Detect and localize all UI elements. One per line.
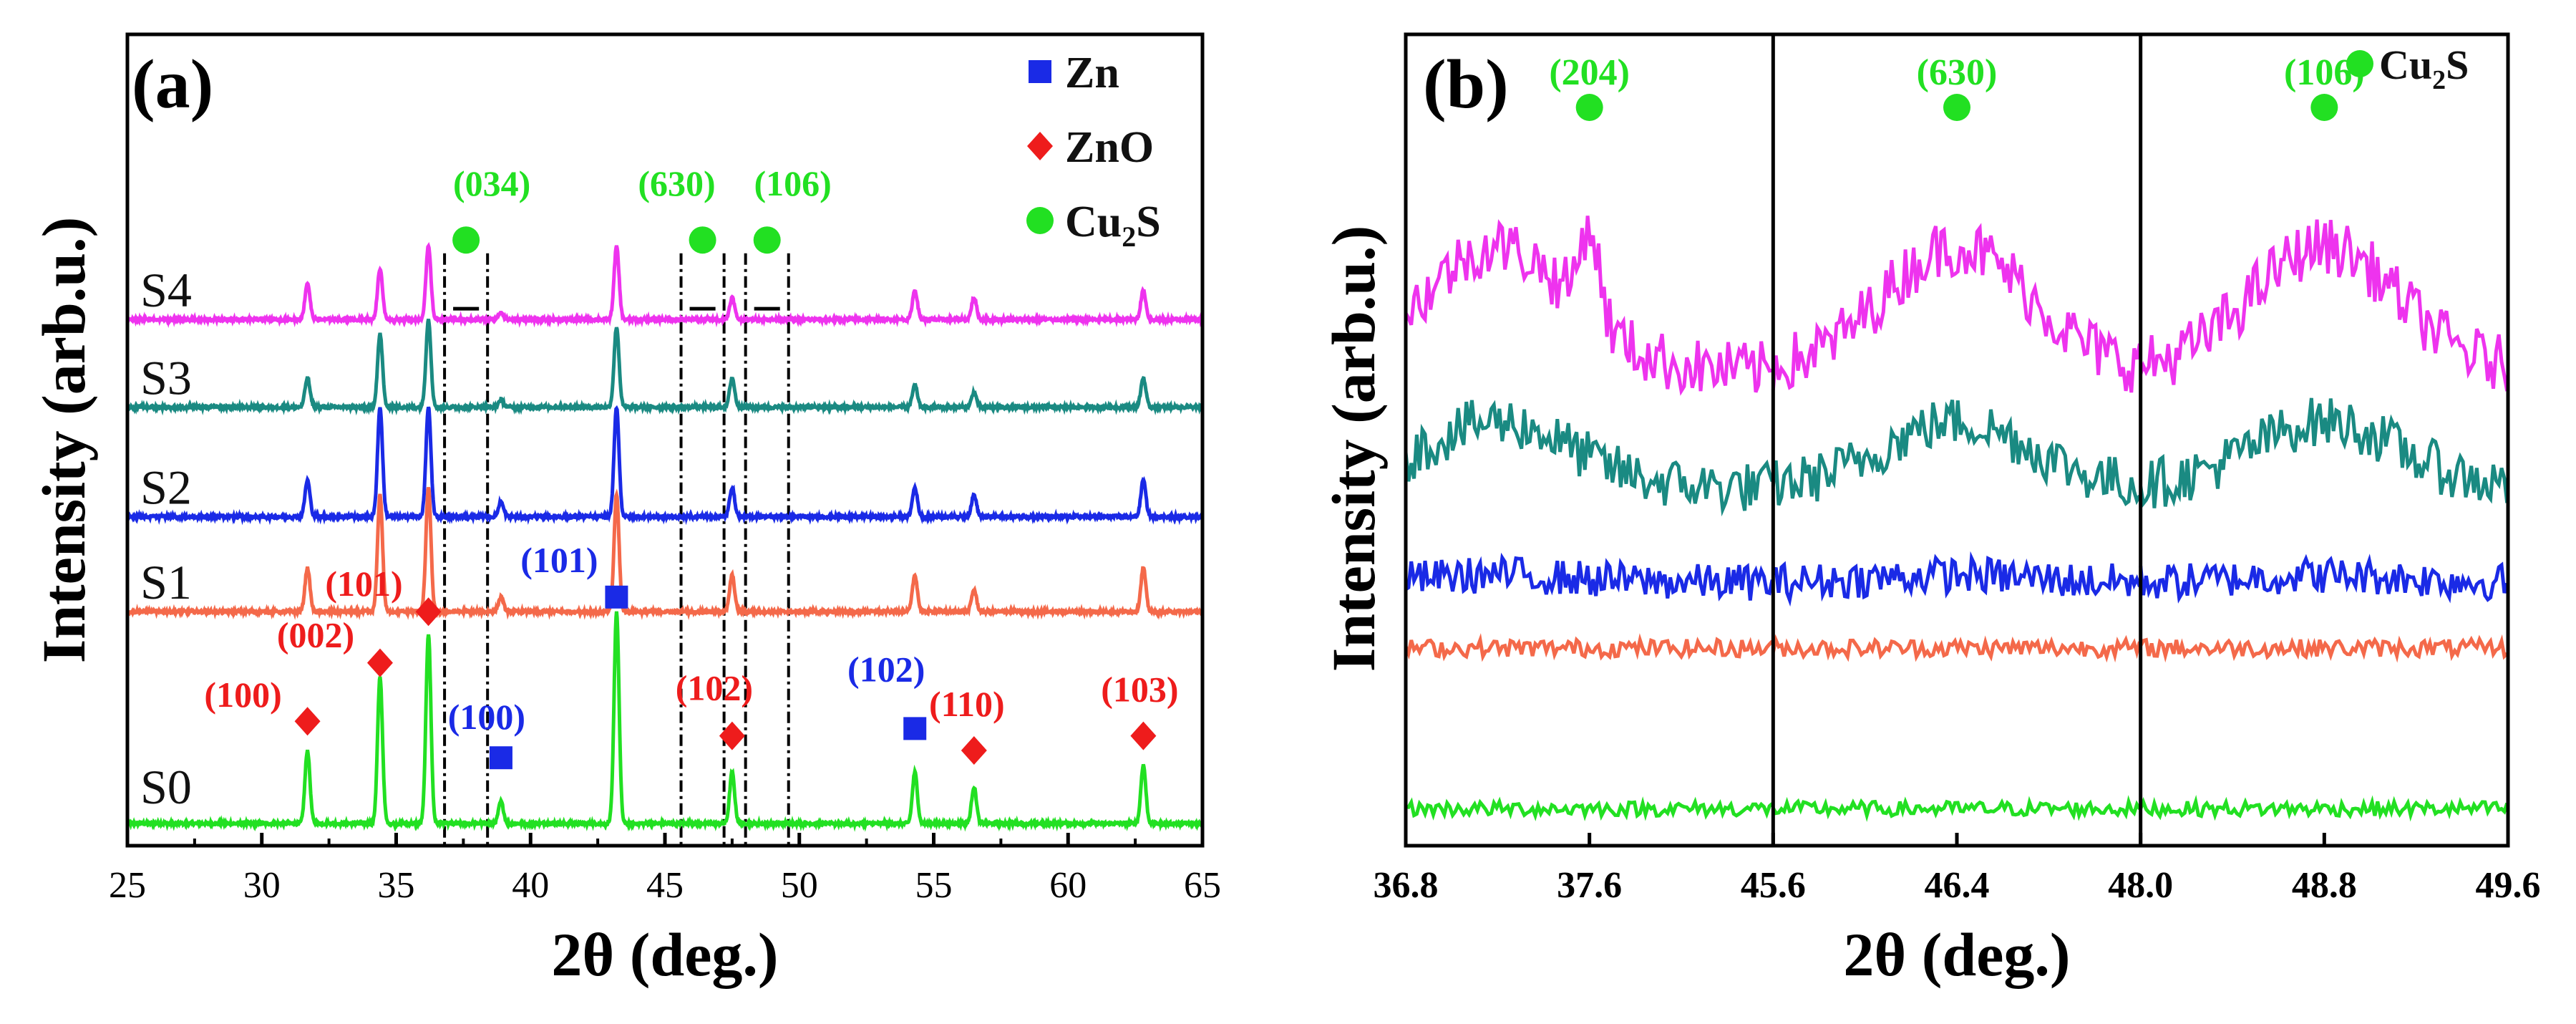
annotation-label-8: (103) xyxy=(1101,670,1178,710)
series-line-b-S2-0 xyxy=(1404,552,1774,602)
annotation-marker-8 xyxy=(1130,721,1157,750)
annotation-b-label-0: (204) xyxy=(1549,52,1630,93)
series-label-S3: S3 xyxy=(140,351,192,405)
annotation-label-6: (102) xyxy=(847,649,925,689)
legend-text-2: Cu xyxy=(1065,198,1122,246)
annotation-label-3: (100) xyxy=(448,697,525,737)
series-line-b-S2-2 xyxy=(2139,554,2509,604)
annotation-marker-6 xyxy=(903,717,927,740)
x-tick-label-a-8: 65 xyxy=(1184,865,1221,906)
series-line-b-S0-0 xyxy=(1405,796,1774,821)
series-label-S0: S0 xyxy=(140,760,192,814)
y-axis-title-b: Intensity (arb.u.) xyxy=(1319,226,1388,672)
series-line-b-S0-2 xyxy=(2139,794,2509,822)
annotation-marker-4 xyxy=(605,585,628,609)
panel-label-a: (a) xyxy=(132,46,213,123)
annotation-b-label-1: (630) xyxy=(1917,52,1998,93)
series-line-b-S1-1 xyxy=(1771,634,2142,663)
annotation-label-4: (101) xyxy=(520,540,598,580)
y-axis-title-a: Intensity (arb.u.) xyxy=(29,217,98,664)
legend-marker-1 xyxy=(1027,132,1053,160)
series-line-b-S4-2 xyxy=(2139,219,2509,392)
annotation-label-1: (002) xyxy=(277,615,354,655)
legend-marker-2 xyxy=(1026,207,1054,234)
x-tick-label-a-7: 60 xyxy=(1049,865,1087,906)
annotation-marker-7 xyxy=(961,736,987,765)
annotation-marker-9 xyxy=(452,226,480,254)
series-line-b-S4-0 xyxy=(1404,216,1773,396)
series-line-S0 xyxy=(125,611,1204,832)
x-tick-label-a-3: 40 xyxy=(512,865,549,906)
x-tick-label-a-1: 30 xyxy=(243,865,281,906)
series-line-b-S4-1 xyxy=(1771,223,2142,393)
series-line-b-S3-2 xyxy=(2139,397,2509,508)
x-tick-label-a-5: 50 xyxy=(781,865,818,906)
panel-b: (204) (630) (106) Cu2S(b)36.8 37.6 45.6 46.4 48… xyxy=(1319,32,2541,989)
legend-tail-2: S xyxy=(1136,198,1160,246)
legend-text-0: Zn xyxy=(1065,49,1119,97)
series-line-b-S1-2 xyxy=(2139,634,2509,663)
legend-marker-0 xyxy=(1029,60,1051,83)
x-tick-label-b-0: 36.8 xyxy=(1374,865,1439,906)
x-tick-label-b-5: 48.8 xyxy=(2292,865,2357,906)
series-line-S4 xyxy=(125,241,1204,329)
annotation-marker-11 xyxy=(753,226,781,254)
annotation-label-9: (034) xyxy=(453,163,530,203)
x-tick-label-a-6: 55 xyxy=(915,865,953,906)
annotation-marker-0 xyxy=(294,707,321,736)
x-tick-label-b-3: 46.4 xyxy=(1925,865,1990,906)
x-tick-label-b-1: 37.6 xyxy=(1557,865,1622,906)
x-axis-title-a: 2θ (deg.) xyxy=(551,920,778,989)
x-tick-label-a-2: 35 xyxy=(378,865,415,906)
annotation-marker-3 xyxy=(489,746,512,770)
series-line-b-S3-1 xyxy=(1771,399,2142,506)
legend-b-text: Cu xyxy=(2379,42,2432,88)
annotation-marker-10 xyxy=(689,226,716,254)
panel-a: S0 S1 S2 S3 S4 (100) (002) (101) (100) (101) (102)… xyxy=(29,32,1221,989)
annotation-marker-2 xyxy=(415,597,442,627)
annotation-label-7: (110) xyxy=(929,684,1005,724)
legend-label-1: ZnO xyxy=(1065,123,1154,172)
legend-label-2: Cu2S xyxy=(1065,198,1161,253)
legend-label-0: Zn xyxy=(1065,49,1119,97)
series-line-b-S2-1 xyxy=(1771,551,2142,607)
x-tick-label-b-2: 45.6 xyxy=(1741,865,1806,906)
legend-b-sub: 2 xyxy=(2432,65,2446,95)
annotation-b-marker-2 xyxy=(2310,94,2338,121)
annotation-b-marker-1 xyxy=(1943,94,1970,121)
series-line-S2 xyxy=(125,405,1204,526)
annotation-label-11: (106) xyxy=(754,163,832,203)
annotation-label-2: (101) xyxy=(325,564,402,604)
legend-b-label: Cu2S xyxy=(2379,42,2469,95)
legend-text-1: ZnO xyxy=(1065,123,1154,172)
series-label-S2: S2 xyxy=(140,460,192,515)
x-axis-title-b: 2θ (deg.) xyxy=(1843,920,2070,989)
series-line-S1 xyxy=(125,487,1203,621)
x-tick-label-b-4: 48.0 xyxy=(2108,865,2173,906)
legend-b-tail: S xyxy=(2446,42,2469,88)
series-line-b-S1-0 xyxy=(1404,633,1774,662)
annotation-label-10: (630) xyxy=(638,163,715,203)
annotation-label-0: (100) xyxy=(204,675,281,715)
series-line-S3 xyxy=(125,318,1204,416)
legend-b-marker xyxy=(2346,50,2373,77)
legend-sub-2: 2 xyxy=(1122,221,1136,253)
series-label-S1: S1 xyxy=(140,555,192,609)
annotation-marker-5 xyxy=(719,721,745,750)
series-line-b-S3-0 xyxy=(1404,400,1774,517)
annotation-b-marker-0 xyxy=(1575,94,1603,121)
x-tick-label-a-4: 45 xyxy=(646,865,684,906)
panel-label-b: (b) xyxy=(1423,46,1509,123)
x-tick-label-a-0: 25 xyxy=(109,865,146,906)
annotation-label-5: (102) xyxy=(676,668,753,708)
x-tick-label-b-6: 49.6 xyxy=(2476,865,2541,906)
annotation-marker-1 xyxy=(366,648,393,677)
series-label-S4: S4 xyxy=(140,263,192,317)
series-line-b-S0-1 xyxy=(1771,795,2142,822)
